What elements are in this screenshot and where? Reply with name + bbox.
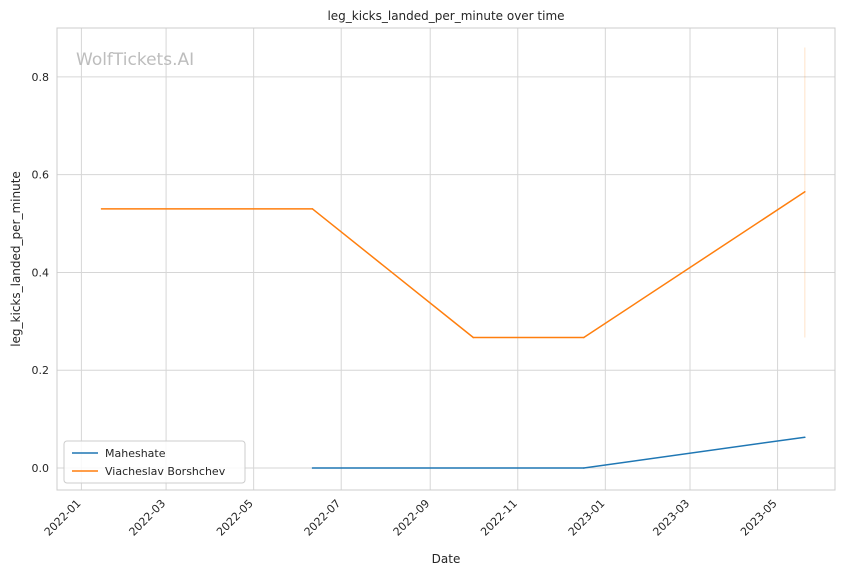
- data-point-maheshate: [804, 436, 806, 438]
- data-point-viacheslav-borshchev: [472, 336, 475, 339]
- y-tick-label: 0.4: [32, 266, 50, 279]
- chart-title: leg_kicks_landed_per_minute over time: [327, 9, 564, 23]
- data-point-maheshate: [311, 467, 314, 469]
- y-axis-label: leg_kicks_landed_per_minute: [9, 171, 23, 347]
- y-tick-label: 0.0: [32, 462, 50, 475]
- y-tick-label: 0.8: [32, 71, 50, 84]
- legend: Maheshate Viacheslav Borshchev: [63, 440, 246, 484]
- y-gridlines: [57, 76, 835, 469]
- x-gridlines: [80, 28, 779, 490]
- legend-label-maheshate: Maheshate: [105, 447, 166, 460]
- legend-label-viacheslav-borshchev: Viacheslav Borshchev: [105, 465, 226, 478]
- data-point-viacheslav-borshchev: [311, 208, 314, 210]
- data-point-viacheslav-borshchev: [804, 191, 806, 193]
- series-lines: [100, 191, 806, 469]
- legend-box: [63, 440, 246, 484]
- y-tick-labels: 0.0 0.2 0.4 0.6 0.8: [32, 71, 50, 475]
- data-point-viacheslav-borshchev: [583, 336, 585, 339]
- y-tick-label: 0.2: [32, 364, 50, 377]
- x-axis-label: Date: [432, 552, 461, 566]
- y-tick-label: 0.6: [32, 169, 50, 182]
- plot-frame: [56, 27, 836, 491]
- data-point-viacheslav-borshchev: [100, 208, 103, 210]
- watermark: WolfTickets.AI: [76, 50, 194, 70]
- data-point-maheshate: [583, 467, 585, 469]
